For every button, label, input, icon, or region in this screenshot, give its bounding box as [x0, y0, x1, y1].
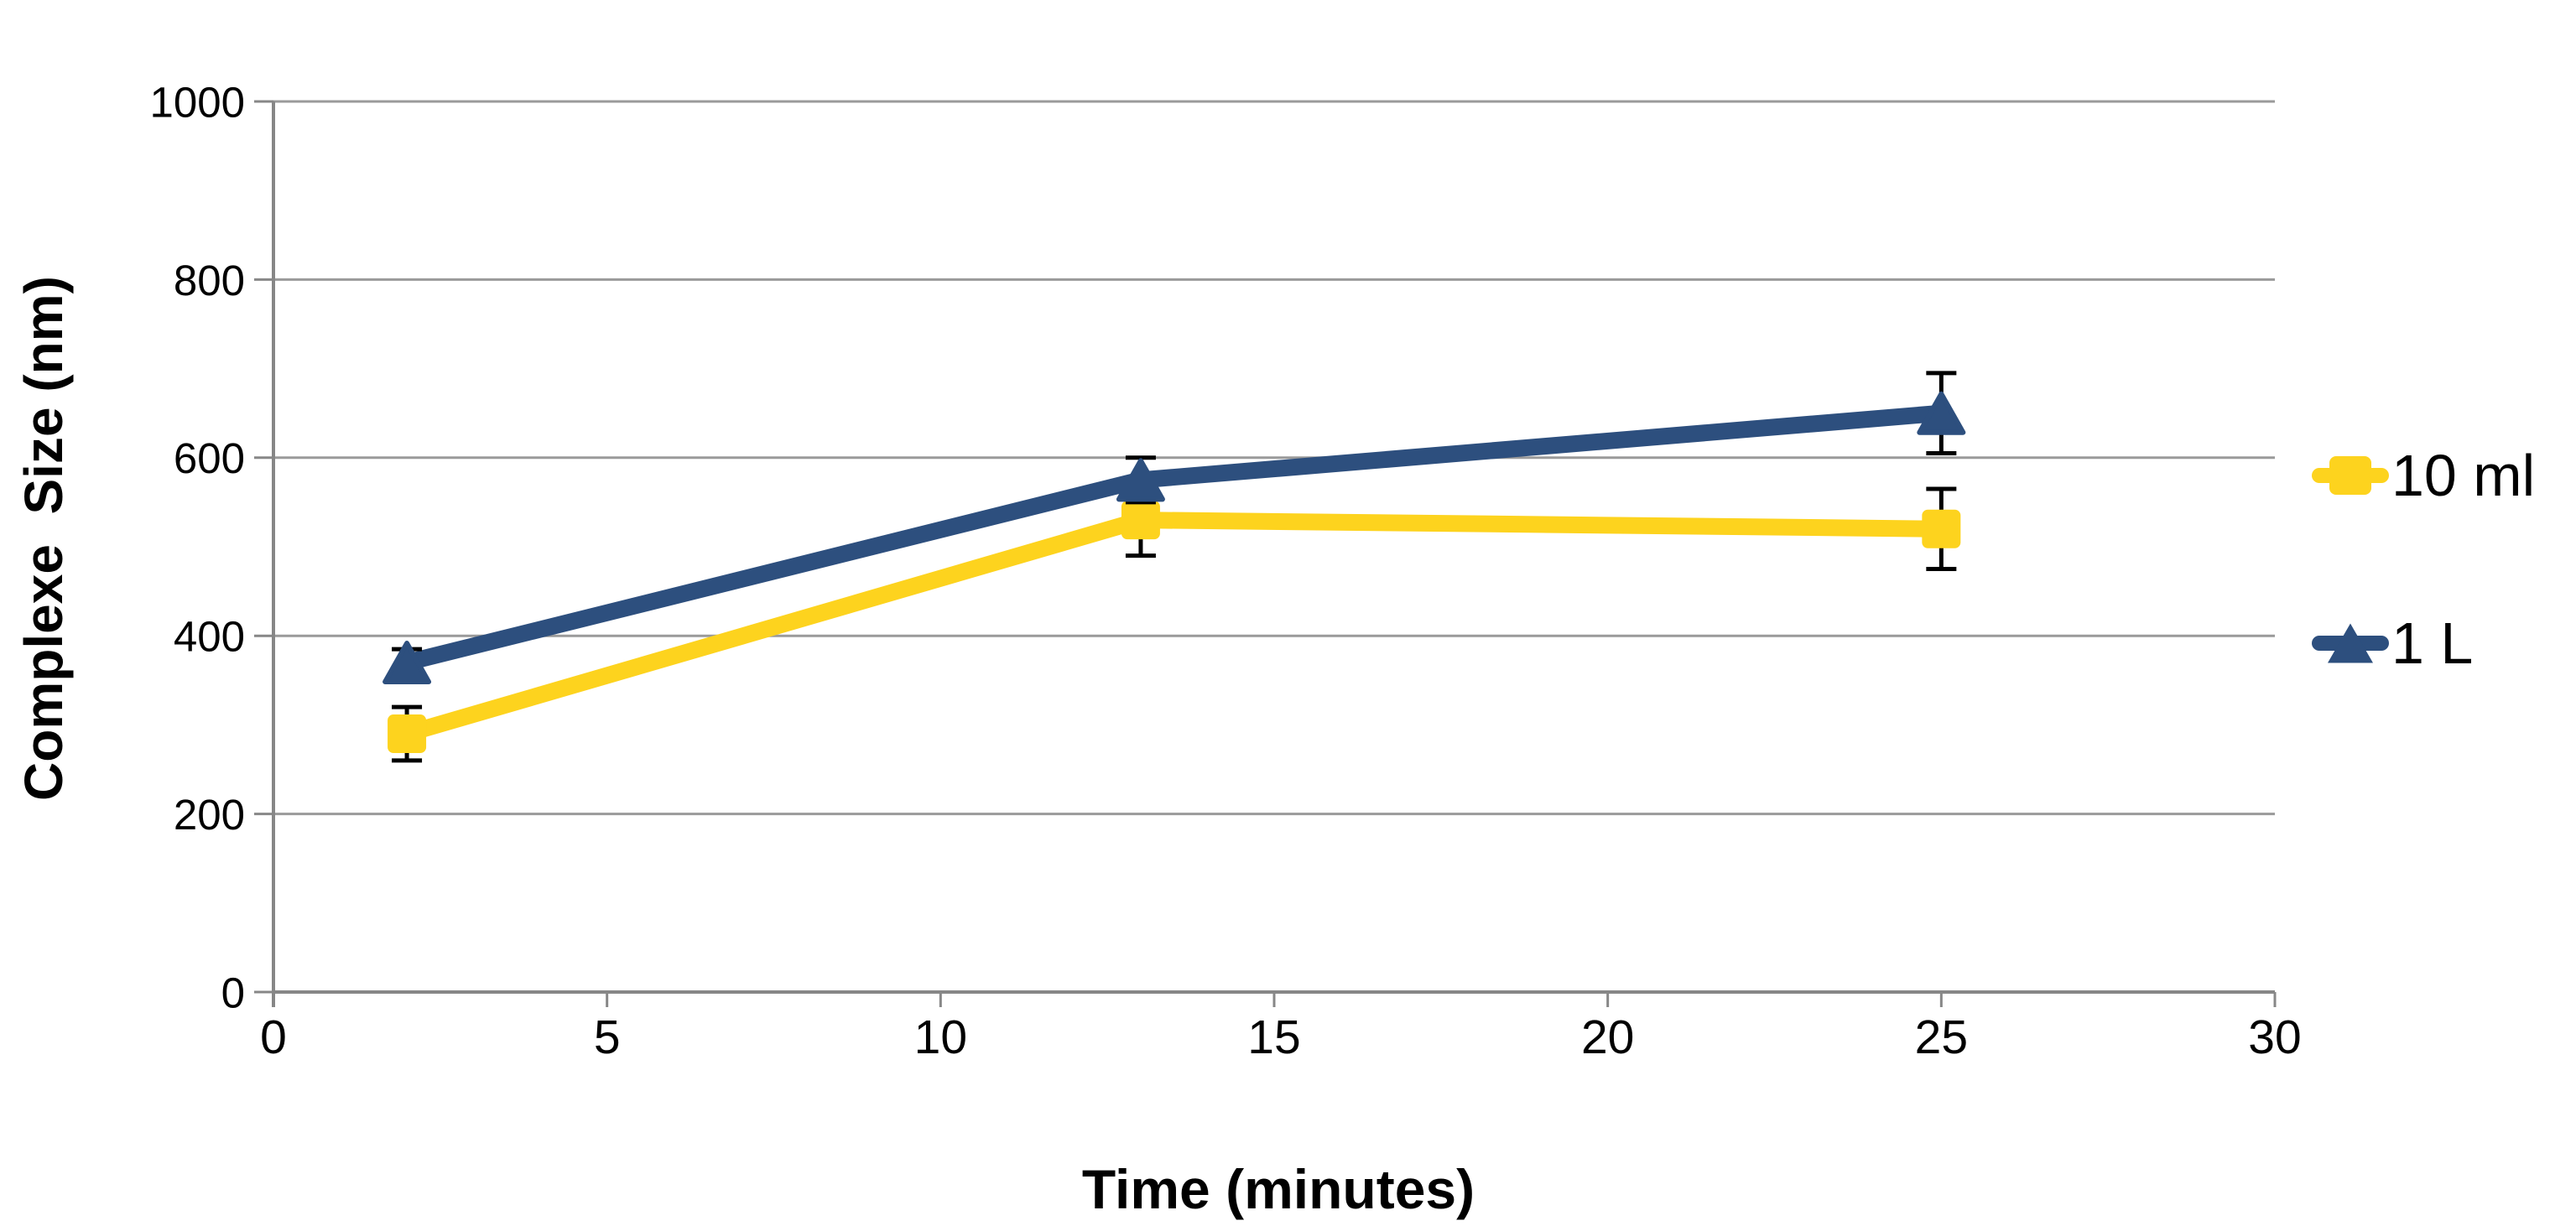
legend-label-1-l: 1 L [2391, 610, 2474, 676]
legend-item-1-l: 1 L [2312, 601, 2473, 685]
data-point-marker-square [1121, 501, 1160, 540]
series-1-l [382, 371, 1966, 685]
legend-label-10-ml: 10 ml [2391, 443, 2536, 508]
y-tick-label: 800 [174, 257, 245, 304]
data-point-marker-triangle [1917, 391, 1966, 435]
triangle-marker-icon [2312, 601, 2389, 685]
x-axis-title: Time (minutes) [1081, 1158, 1475, 1220]
y-tick-label: 400 [174, 613, 245, 661]
gridlines [273, 100, 2275, 816]
axis-ticks [254, 100, 2277, 1007]
series-line-1-l [398, 404, 1950, 672]
y-tick-label: 600 [174, 434, 245, 482]
x-tick-label: 25 [1915, 1010, 1968, 1064]
x-tick-label: 15 [1247, 1010, 1300, 1064]
y-tick-label: 200 [174, 791, 245, 839]
data-point-marker-square [388, 714, 427, 754]
x-tick-label: 20 [1581, 1010, 1634, 1064]
series-line-10-ml [398, 512, 1950, 743]
square-marker-icon [2312, 434, 2389, 517]
data-point-marker-square [1922, 509, 1961, 548]
x-tick-labels: 0 5 10 15 20 25 30 [260, 1010, 2302, 1064]
x-tick-label: 0 [260, 1010, 287, 1064]
y-tick-label: 0 [221, 969, 245, 1016]
series-10-ml [388, 482, 1961, 763]
y-axis-title: Complexe Size (nm) [13, 276, 74, 801]
y-tick-label: 1000 [150, 78, 245, 126]
legend-item-10-ml: 10 ml [2312, 434, 2535, 517]
x-tick-label: 5 [594, 1010, 621, 1064]
data-point-marker-triangle [382, 641, 432, 685]
data-point-marker-triangle [1116, 458, 1165, 502]
x-tick-label: 30 [2248, 1010, 2301, 1064]
x-tick-label: 10 [914, 1010, 967, 1064]
y-tick-labels: 0 200 400 600 800 1000 [150, 78, 245, 1016]
